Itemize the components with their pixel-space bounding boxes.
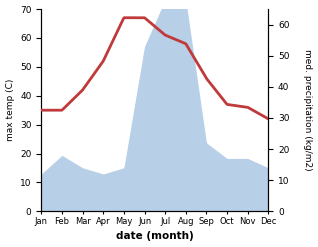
Y-axis label: max temp (C): max temp (C) bbox=[5, 79, 15, 141]
X-axis label: date (month): date (month) bbox=[116, 231, 194, 242]
Y-axis label: med. precipitation (kg/m2): med. precipitation (kg/m2) bbox=[303, 49, 313, 171]
